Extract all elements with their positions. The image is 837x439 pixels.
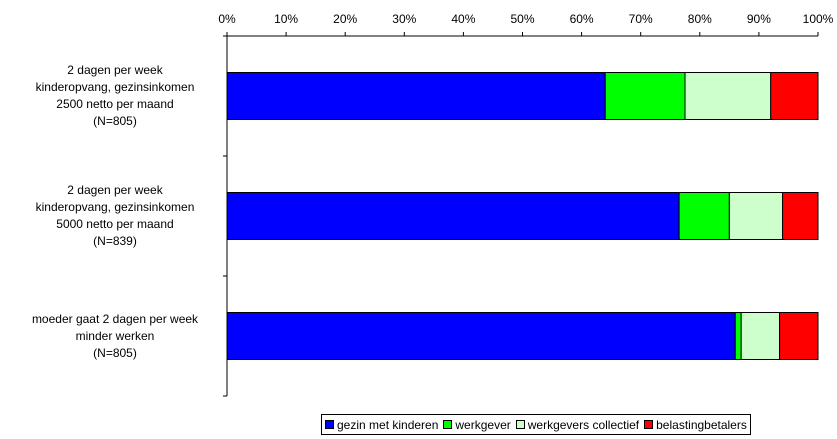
category-label-line: 2500 netto per maand [56, 97, 174, 111]
category-label: 2 dagen per week kinderopvang, gezinsinko… [10, 182, 220, 250]
bar-segment [734, 312, 742, 360]
bar-segment [604, 72, 686, 120]
legend-label: werkgever [455, 417, 511, 432]
legend-item: werkgever [443, 417, 511, 432]
legend: gezin met kinderen werkgever werkgevers co… [321, 414, 751, 435]
bar-segment [728, 192, 784, 240]
bar-segment [678, 192, 730, 240]
category-label-line: (N=839) [93, 234, 137, 248]
legend-label: gezin met kinderen [337, 417, 439, 432]
x-tick-label: 20% [333, 12, 357, 26]
bar-segment [770, 72, 819, 120]
x-tick-label: 90% [747, 12, 771, 26]
bar-segment [782, 192, 819, 240]
category-label-line: 2 dagen per week [67, 63, 163, 77]
x-tick-label: 30% [392, 12, 416, 26]
bar-segment [226, 192, 680, 240]
bar-segment [740, 312, 781, 360]
bar-segment [684, 72, 772, 120]
axis-lines [223, 35, 818, 397]
legend-item: gezin met kinderen [325, 418, 438, 432]
legend-swatch [515, 420, 525, 429]
legend-item: werkgevers collectief [515, 417, 640, 432]
legend-swatch [325, 420, 334, 429]
category-label-line: (N=805) [93, 114, 137, 128]
bar-segment [226, 72, 606, 120]
category-label: moeder gaat 2 dagen per week minder werke… [10, 311, 220, 362]
legend-label: werkgevers collectief [527, 417, 640, 432]
category-label: 2 dagen per week kinderopvang, gezinsinko… [10, 62, 220, 130]
x-tick-label: 0% [218, 12, 236, 26]
legend-swatch [443, 420, 453, 429]
category-label-line: kinderopvang, gezinsinkomen [35, 80, 195, 94]
legend-swatch [644, 420, 654, 429]
x-axis: 0% 10% 20% 30% 40% 50% 60% 70% 80% 90% 100% [218, 12, 834, 36]
bar-segment [226, 312, 736, 360]
category-label-line: 5000 netto per maand [56, 217, 174, 231]
legend-label: belastingbetalers [656, 417, 747, 432]
x-tick-label: 10% [274, 12, 298, 26]
x-tick-label: 40% [451, 12, 475, 26]
category-label-line: kinderopvang, gezinsinkomen [35, 200, 195, 214]
x-tick-label: 50% [510, 12, 534, 26]
x-tick-label: 70% [629, 12, 653, 26]
bar-segment [779, 312, 819, 360]
x-tick-label: 60% [570, 12, 594, 26]
category-label-line: minder werken [75, 328, 155, 343]
bars [226, 72, 819, 360]
category-label-line: 2 dagen per week [67, 183, 163, 197]
x-tick-label: 100% [803, 12, 834, 26]
x-tick-label: 80% [688, 12, 712, 26]
category-label-line: (N=805) [93, 345, 137, 360]
legend-item: belastingbetalers [644, 418, 747, 432]
category-label-line: moeder gaat 2 dagen per week [31, 311, 199, 326]
